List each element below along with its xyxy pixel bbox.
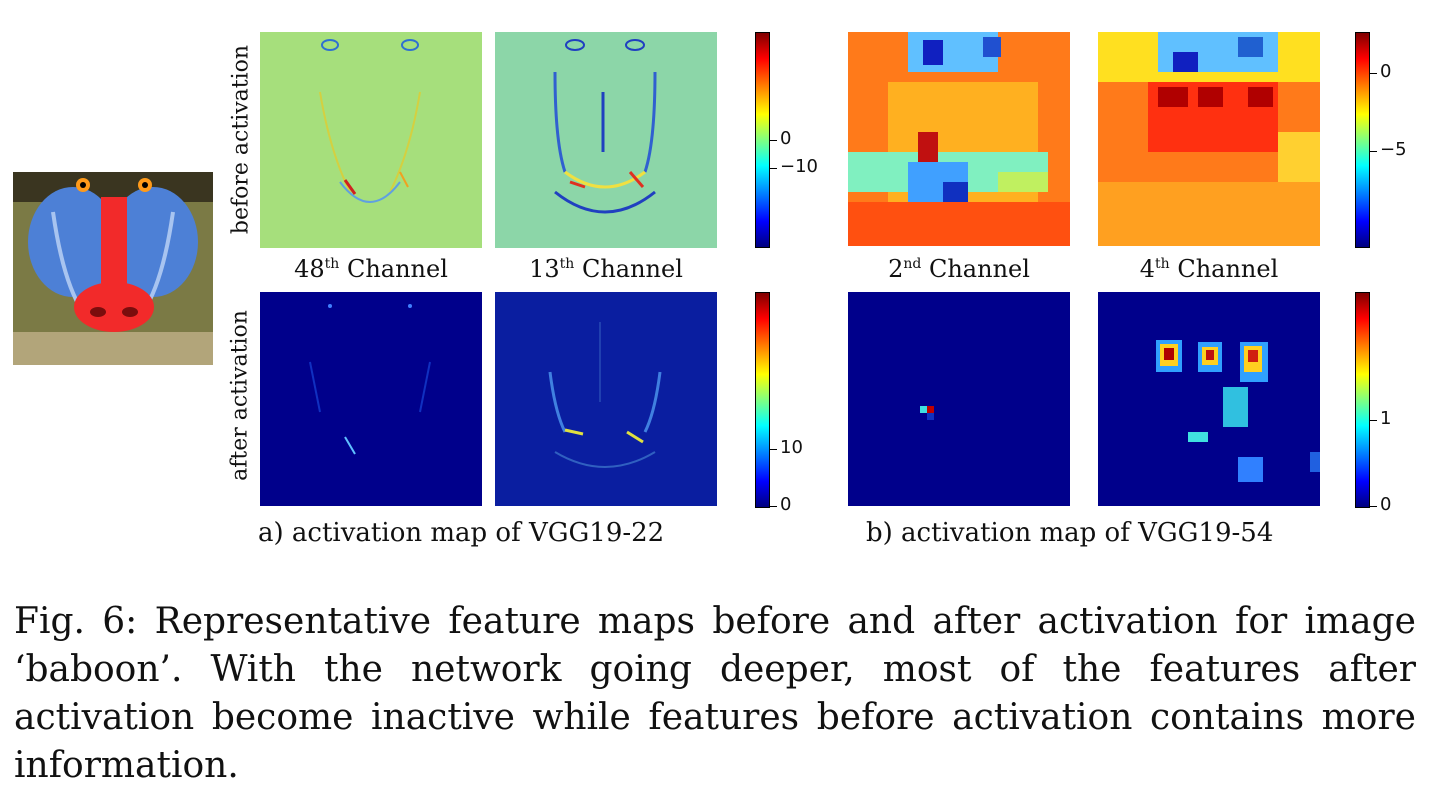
figure-caption: Fig. 6: Representative feature maps befo… [14,601,1416,786]
row-label-after: after activation [227,310,253,481]
channel-label-a-1: 48th Channel [294,255,448,283]
colorbar-b-after [1355,292,1370,508]
tick-b-after-2: 0 [1380,494,1392,515]
baboon-image [13,172,213,365]
tick-b-before-2: −5 [1380,139,1407,160]
subfigure-label-a: a) activation map of VGG19-22 [258,518,665,548]
tick-a-after-2: 0 [780,494,792,515]
colorbar-a-before [755,32,770,248]
subfigure-label-b: b) activation map of VGG19-54 [866,518,1274,548]
colorbar-b-before [1355,32,1370,248]
map-a-after-13 [495,292,717,506]
map-a-before-13 [495,32,717,248]
map-b-after-4 [1098,292,1320,506]
tick-a-before-1: 0 [780,128,792,149]
map-a-before-48 [260,32,482,248]
channel-label-b-2: 4th Channel [1139,255,1279,283]
tick-b-after-1: 1 [1380,408,1392,429]
map-b-before-4 [1098,32,1320,246]
map-b-after-2 [848,292,1070,506]
map-a-after-48 [260,292,482,506]
tick-a-before-2: −10 [780,156,818,177]
tick-a-after-1: 10 [780,437,803,458]
row-label-before: before activation [228,44,254,235]
map-b-before-2 [848,32,1070,246]
channel-label-b-1: 2nd Channel [888,255,1030,283]
colorbar-a-after [755,292,770,508]
channel-label-a-2: 13th Channel [529,255,683,283]
tick-b-before-1: 0 [1380,61,1392,82]
